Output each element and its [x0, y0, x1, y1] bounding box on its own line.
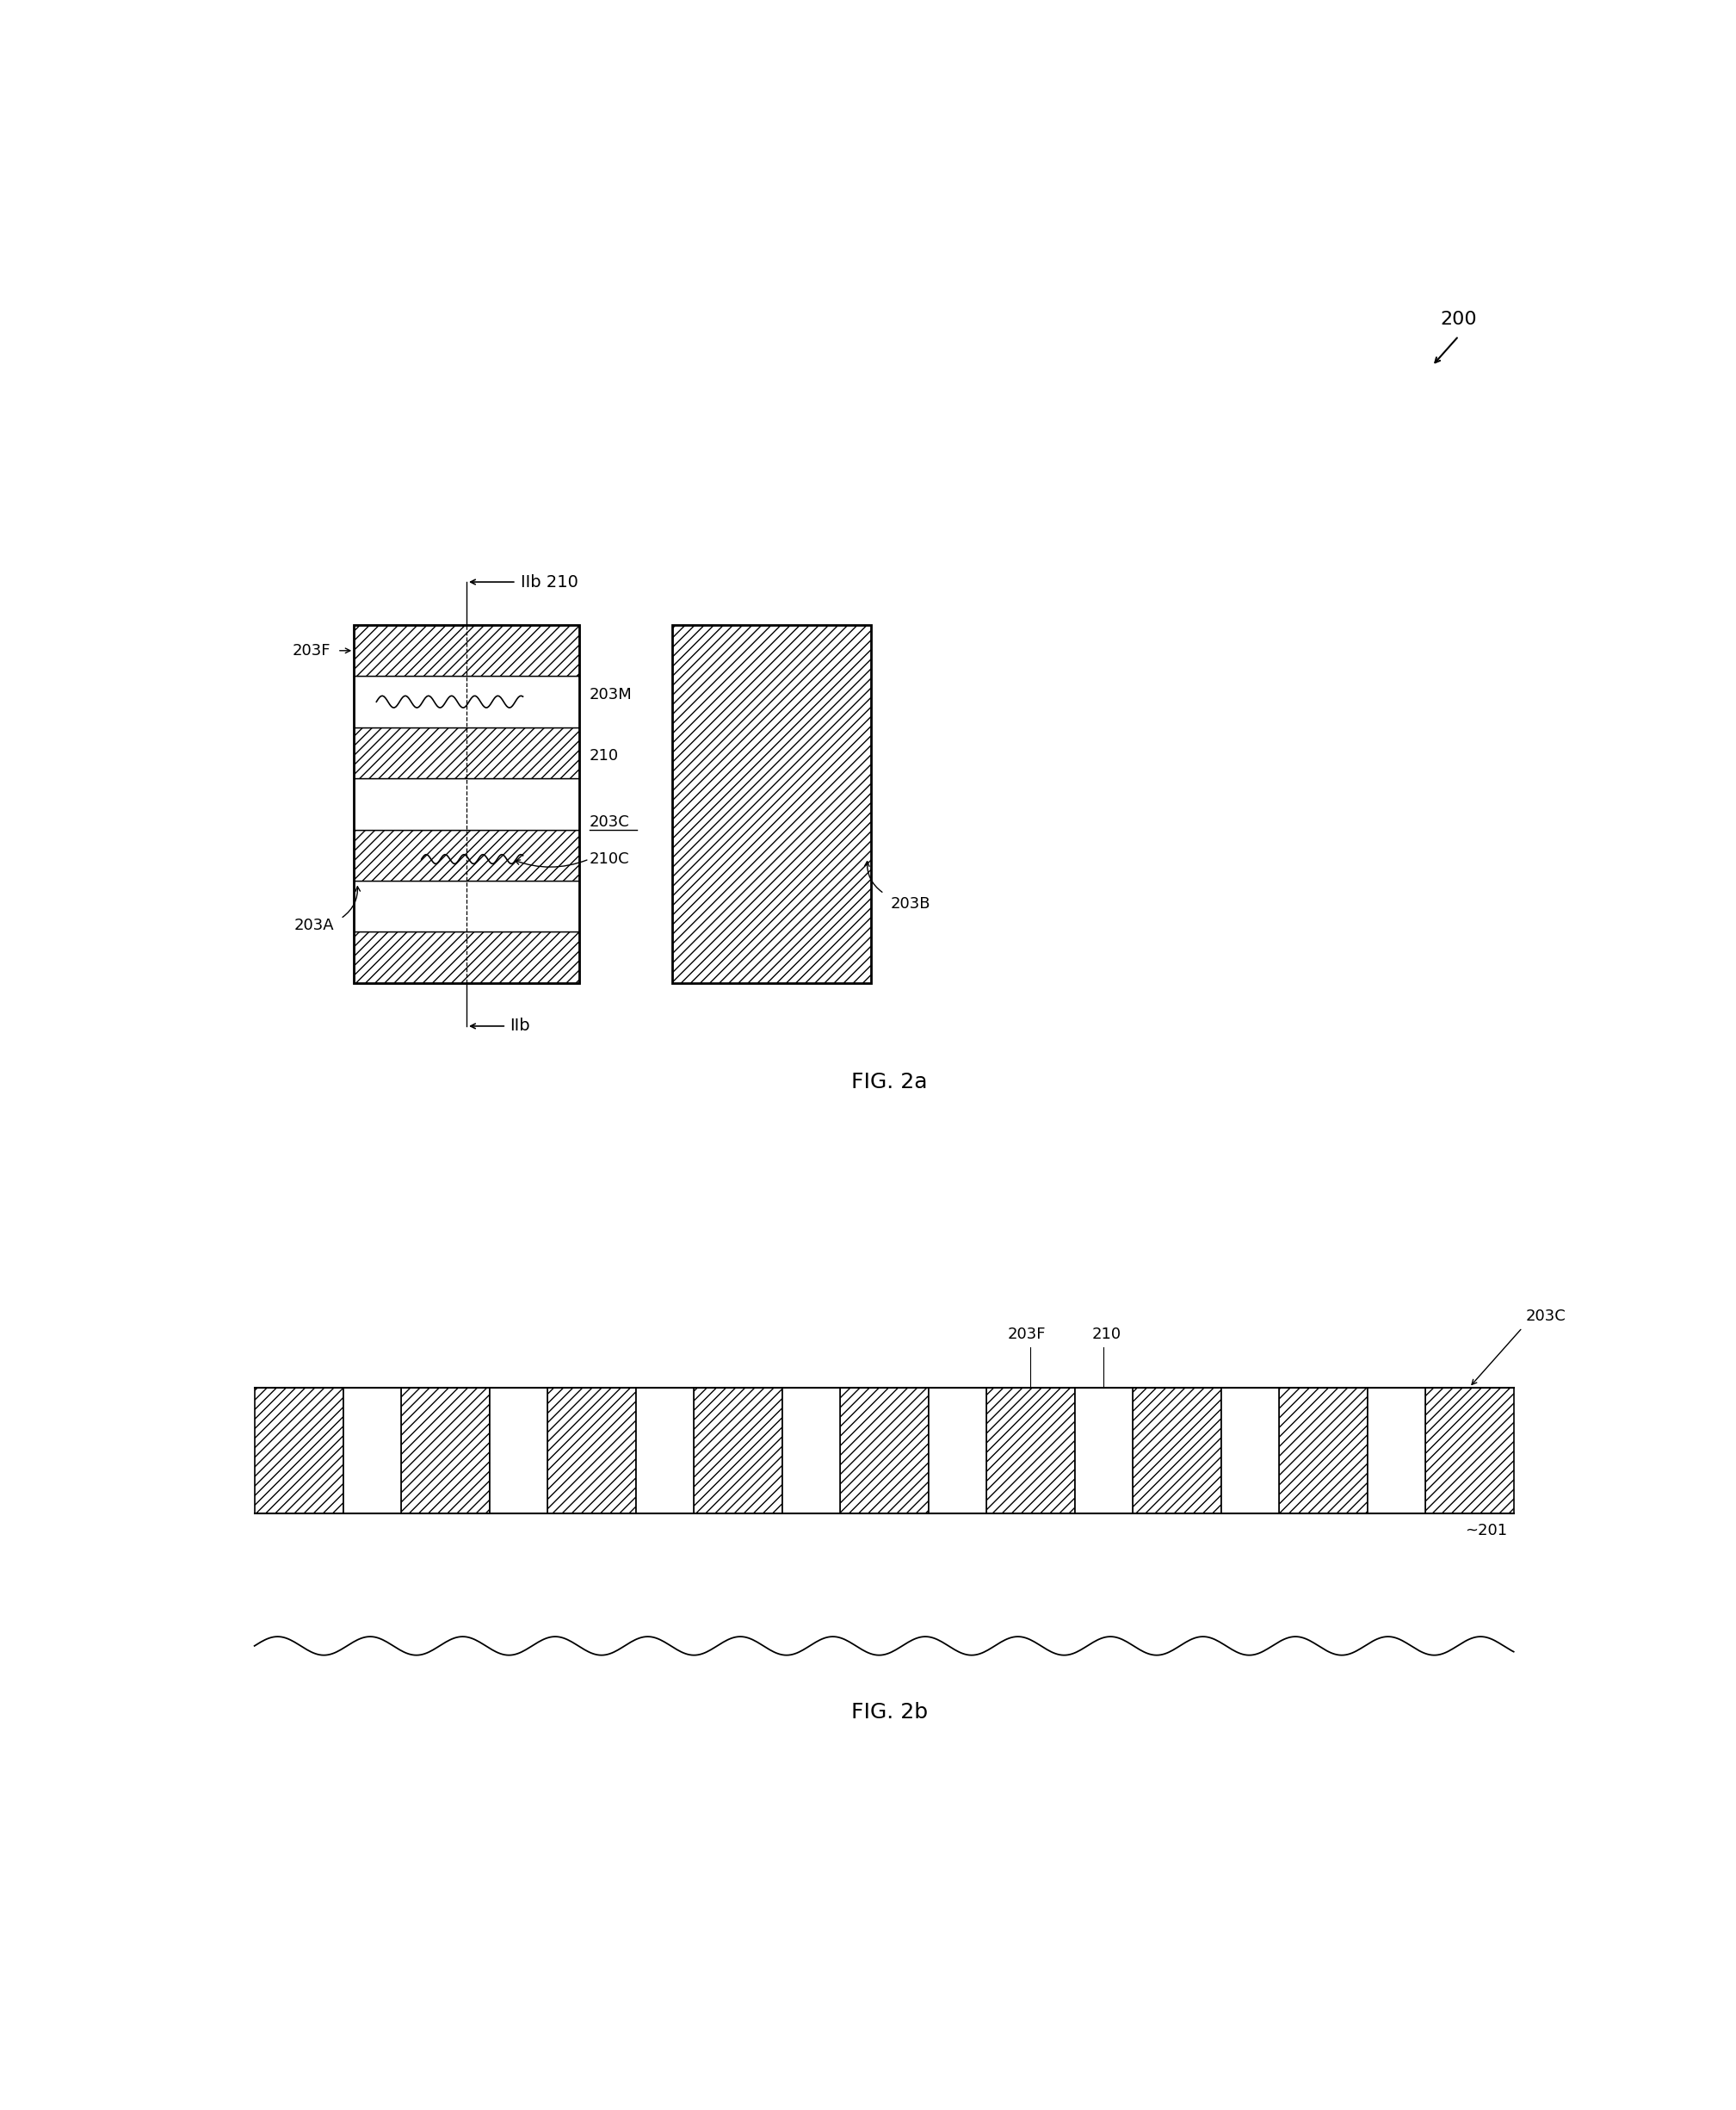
Bar	[1368, 1388, 1425, 1513]
Bar	[547, 1388, 635, 1513]
Text: 210: 210	[1092, 1327, 1121, 1342]
Text: 200: 200	[1441, 310, 1477, 327]
Bar	[840, 1388, 929, 1513]
Text: 203M: 203M	[589, 688, 632, 703]
Bar	[490, 1388, 547, 1513]
Text: 210C: 210C	[589, 852, 628, 867]
Bar	[986, 1388, 1075, 1513]
Text: 203B: 203B	[891, 897, 930, 912]
Text: 203F: 203F	[292, 644, 330, 658]
Bar	[354, 829, 580, 880]
Bar	[354, 728, 580, 779]
Bar	[255, 1388, 344, 1513]
Bar	[1425, 1388, 1514, 1513]
Bar	[354, 880, 580, 933]
Text: IIb: IIb	[510, 1017, 529, 1034]
Text: FIG. 2a: FIG. 2a	[852, 1072, 927, 1093]
Bar	[783, 1388, 840, 1513]
Bar	[1132, 1388, 1220, 1513]
Text: 203C: 203C	[1526, 1308, 1566, 1325]
Bar	[354, 933, 580, 983]
Text: IIb 210: IIb 210	[521, 574, 578, 591]
Bar	[344, 1388, 401, 1513]
Text: FIG. 2b: FIG. 2b	[851, 1703, 929, 1722]
Text: 203A: 203A	[293, 918, 333, 933]
Bar	[929, 1388, 986, 1513]
Bar	[1075, 1388, 1132, 1513]
Text: ~201: ~201	[1465, 1523, 1507, 1538]
Bar	[1279, 1388, 1368, 1513]
Bar	[354, 675, 580, 728]
Bar	[401, 1388, 490, 1513]
Bar	[354, 625, 580, 675]
Bar	[1220, 1388, 1279, 1513]
Bar	[672, 625, 871, 983]
Text: 203C: 203C	[589, 814, 630, 829]
Bar	[635, 1388, 693, 1513]
Bar	[354, 779, 580, 829]
Text: 203F: 203F	[1009, 1327, 1047, 1342]
Text: 210: 210	[589, 749, 618, 764]
Bar	[693, 1388, 783, 1513]
Bar	[354, 625, 580, 983]
